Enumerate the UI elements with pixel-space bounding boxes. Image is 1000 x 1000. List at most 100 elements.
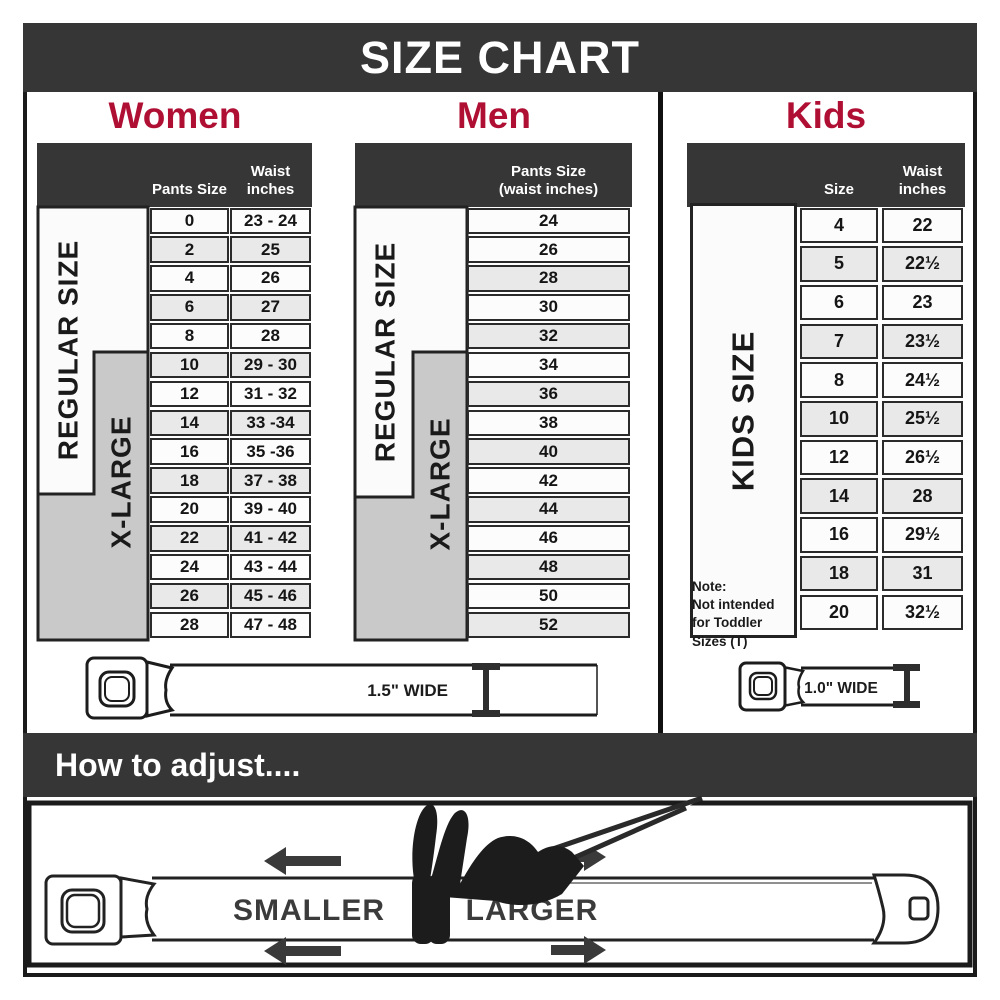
men-size-cell: 50	[467, 582, 630, 610]
men-size-cell: 38	[467, 409, 630, 437]
kids-waist-cell: 28	[882, 478, 963, 514]
section-divider	[658, 92, 663, 733]
men-size-cell: 48	[467, 553, 630, 581]
women-size-cell: 22	[150, 525, 229, 552]
kids-waist-cell: 31	[882, 555, 963, 592]
kids-size-cell: 20	[800, 594, 878, 631]
women-waist-cell: 27	[230, 294, 311, 321]
smaller-label: SMALLER	[233, 894, 385, 927]
women-col1-header: Pants Size	[151, 181, 228, 199]
kids-waist-cell: 26½	[882, 439, 963, 476]
women-size-cell: 26	[150, 582, 229, 610]
kids-size-cell: 14	[800, 478, 878, 514]
pinching-hand-icon	[412, 804, 584, 906]
men-size-cell: 46	[467, 525, 630, 552]
women-size-cell: 14	[150, 409, 229, 437]
page-title: SIZE CHART	[360, 31, 640, 83]
men-size-cell: 52	[467, 611, 630, 639]
women-size-cell: 10	[150, 351, 229, 379]
arrow-left-icon	[264, 847, 341, 875]
women-size-cell: 2	[150, 236, 229, 263]
adjust-illustration: SMALLER LARGER	[26, 796, 973, 968]
men-size-panel: REGULAR SIZE X-LARGE	[353, 205, 469, 642]
women-waist-cell: 45 - 46	[230, 582, 311, 610]
kids-waist-cell: 32½	[882, 594, 963, 631]
women-waist-cell: 31 - 32	[230, 380, 311, 408]
title-bar: SIZE CHART	[23, 23, 977, 92]
men-size-cell: 28	[467, 265, 630, 292]
belt-strap-fold	[145, 660, 175, 718]
belt-strap-fold	[781, 665, 806, 708]
men-size-cell: 26	[467, 236, 630, 263]
women-size-cell: 16	[150, 438, 229, 465]
kids-size-cell: 5	[800, 246, 878, 282]
women-waist-cell: 28	[230, 322, 311, 350]
women-heading: Women	[108, 95, 242, 136]
kids-size-panel: KIDS SIZE	[690, 203, 797, 638]
kids-waist-cell: 22½	[882, 246, 963, 282]
women-waist-cell: 26	[230, 265, 311, 292]
men-size-cell: 34	[467, 351, 630, 379]
women-col2-header: Waist inches	[246, 162, 295, 199]
kids-size-cell: 12	[800, 439, 878, 476]
kids-col1-header: Size	[823, 181, 854, 199]
kids-size-cell: 16	[800, 517, 878, 553]
women-size-cell: 28	[150, 611, 229, 639]
kids-waist-cell: 23½	[882, 323, 963, 360]
women-regular-label: REGULAR SIZE	[53, 240, 84, 460]
men-size-cell: 42	[467, 467, 630, 494]
women-size-panel: REGULAR SIZE X-LARGE	[36, 205, 150, 642]
women-size-cell: 6	[150, 294, 229, 321]
men-table-header: Pants Size (waist inches)	[355, 143, 632, 207]
men-size-cell: 44	[467, 496, 630, 523]
adult-belt-graphic: 1.5" WIDE	[85, 656, 598, 720]
kids-belt-width-label: 1.0" WIDE	[804, 680, 878, 697]
women-waist-cell: 43 - 44	[230, 553, 311, 581]
women-xlarge-box	[36, 350, 150, 642]
men-size-cell: 32	[467, 322, 630, 350]
kids-note: Note: Not intended for Toddler Sizes (T)	[692, 579, 775, 649]
women-waist-cell: 37 - 38	[230, 467, 311, 494]
kids-waist-cell: 23	[882, 284, 963, 321]
kids-size-cell: 4	[800, 207, 878, 244]
women-waist-cell: 33 -34	[230, 409, 311, 437]
women-waist-cell: 35 -36	[230, 438, 311, 465]
men-size-cell: 36	[467, 380, 630, 408]
women-size-cell: 24	[150, 553, 229, 581]
women-waist-cell: 47 - 48	[230, 611, 311, 639]
belt-tip	[871, 873, 940, 945]
men-size-cell: 40	[467, 438, 630, 465]
women-waist-cell: 23 - 24	[230, 207, 311, 234]
women-size-cell: 12	[150, 380, 229, 408]
women-table-header: Pants Size Waist inches	[37, 143, 312, 207]
men-xlarge-label: X-LARGE	[425, 418, 456, 551]
kids-size-cell: 8	[800, 362, 878, 398]
women-waist-cell: 29 - 30	[230, 351, 311, 379]
men-regular-label: REGULAR SIZE	[370, 242, 401, 462]
women-waist-cell: 39 - 40	[230, 496, 311, 523]
women-size-cell: 8	[150, 322, 229, 350]
how-to-adjust-title: How to adjust....	[55, 746, 301, 783]
women-size-cell: 0	[150, 207, 229, 234]
women-size-cell: 4	[150, 265, 229, 292]
width-marker-icon	[472, 663, 500, 670]
women-size-cell: 18	[150, 467, 229, 494]
men-heading: Men	[457, 95, 531, 136]
kids-col2-header: Waist inches	[898, 162, 947, 199]
kids-size-cell: 6	[800, 284, 878, 321]
belt-strap-fold	[119, 876, 157, 939]
men-size-cell: 24	[467, 207, 630, 234]
men-col-header: Pants Size (waist inches)	[498, 162, 599, 199]
belt-tip-hole	[908, 896, 930, 921]
arrow-left-icon	[264, 937, 341, 965]
kids-table-header: Size Waist inches	[687, 143, 965, 207]
how-to-adjust-bar: How to adjust....	[23, 733, 977, 797]
women-waist-cell: 25	[230, 236, 311, 263]
women-xlarge-label: X-LARGE	[106, 416, 137, 549]
kids-size-cell: 18	[800, 555, 878, 592]
arrow-right-icon	[551, 936, 606, 964]
kids-size-cell: 7	[800, 323, 878, 360]
women-size-cell: 20	[150, 496, 229, 523]
kids-belt-graphic: 1.0" WIDE	[738, 661, 920, 712]
women-waist-cell: 41 - 42	[230, 525, 311, 552]
